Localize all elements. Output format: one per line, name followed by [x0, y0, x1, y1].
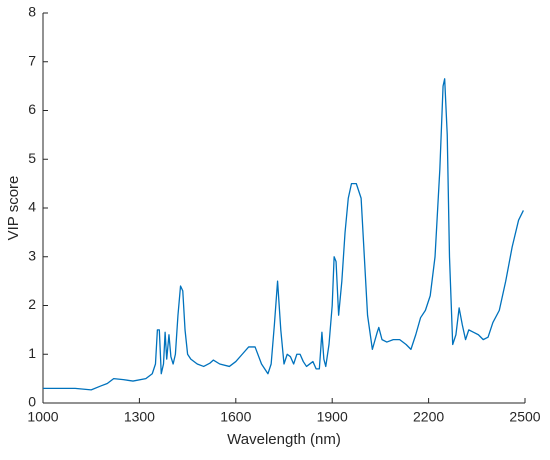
x-tick-label: 1000 [27, 409, 58, 425]
y-tick-label: 1 [28, 345, 36, 361]
y-axis-label: VIP score [5, 176, 22, 241]
y-tick-label: 3 [28, 247, 36, 263]
data-line [43, 78, 524, 391]
y-tick-label: 4 [28, 199, 36, 215]
y-tick-label: 2 [28, 296, 36, 312]
y-tick-label: 6 [28, 101, 36, 117]
y-tick-label: 0 [28, 394, 36, 410]
x-tick-label: 1600 [220, 409, 251, 425]
x-tick-label: 2200 [413, 409, 444, 425]
y-tick-label: 7 [28, 52, 36, 68]
y-tick-label: 5 [28, 150, 36, 166]
x-tick-label: 1300 [124, 409, 155, 425]
y-tick-label: 8 [28, 4, 36, 20]
x-tick-label: 2500 [509, 409, 540, 425]
x-tick-label: 1900 [317, 409, 348, 425]
x-axis-label: Wavelength (nm) [227, 431, 341, 448]
